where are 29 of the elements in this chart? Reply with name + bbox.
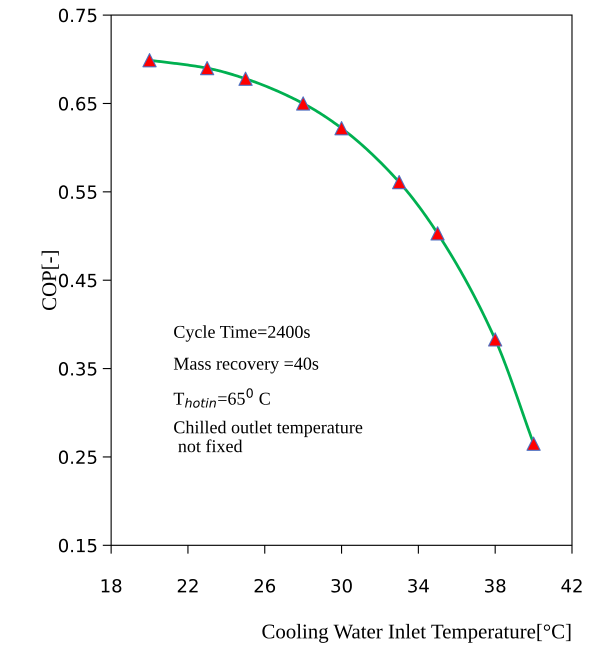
y-tick-label: 0.45 [58, 274, 96, 288]
x-tick-label: 38 [485, 578, 506, 593]
y-tick-label: 0.15 [58, 538, 96, 552]
point [488, 332, 502, 347]
point [200, 60, 214, 76]
x-axis-title: Cooling Water Inlet Temperature[°C] [262, 624, 570, 643]
x-tick-label: 18 [102, 578, 122, 593]
annotation: Cycle Time=2400s [174, 325, 310, 342]
x-tick-label: 22 [178, 578, 198, 592]
x-tick-label: 34 [408, 578, 429, 593]
y-tick-label: 0.25 [58, 450, 96, 464]
point [526, 436, 541, 451]
x-tick-label: 26 [254, 578, 276, 593]
x-tick-label: 42 [561, 578, 582, 592]
point [142, 53, 157, 68]
point [238, 72, 253, 86]
point [334, 121, 349, 136]
point [296, 96, 310, 111]
y-tick-label: 0.35 [58, 362, 96, 376]
annotation: T$_{hotin}$=65$^{0}$ C [174, 388, 270, 408]
y-tick-label: 0.75 [58, 8, 96, 22]
point [392, 174, 406, 190]
annotation: Chilled outlet temperature not fixed [174, 420, 362, 452]
y-axis-title: COP[-] [42, 251, 59, 310]
x-tick-label: 30 [331, 578, 352, 593]
point [430, 226, 445, 241]
annotation: Mass recovery =40s [174, 358, 318, 374]
y-tick-label: 0.55 [58, 185, 96, 199]
y-tick-label: 0.65 [58, 96, 96, 111]
